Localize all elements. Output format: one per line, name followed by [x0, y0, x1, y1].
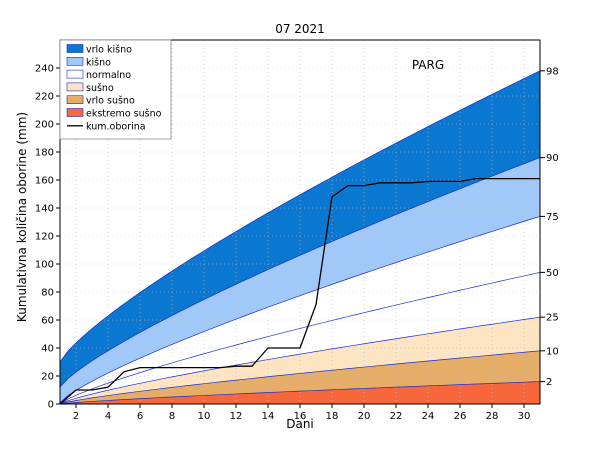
y-axis-title: Kumulativna količina oborine (mm) [15, 112, 29, 322]
percentile-line-2 [59, 381, 541, 405]
legend-label: normalno [86, 70, 131, 81]
x-tick-label: 24 [422, 411, 435, 422]
percentile-label-90: 90 [546, 153, 559, 164]
y-tick-label: 20 [41, 372, 54, 383]
y-tick-label: 140 [35, 204, 54, 215]
y-tick-label: 40 [41, 344, 54, 355]
x-tick-label: 6 [137, 411, 143, 422]
x-tick-label: 30 [518, 411, 531, 422]
percentile-label-50: 50 [546, 268, 559, 279]
y-tick-label: 240 [35, 64, 54, 75]
x-tick-label: 8 [169, 411, 175, 422]
legend-swatch [66, 69, 84, 79]
percentile-label-98: 98 [546, 66, 559, 77]
y-tick-label: 80 [41, 288, 54, 299]
y-tick-label: 100 [35, 260, 54, 271]
band-normalno [60, 216, 540, 404]
percentile-line-50 [59, 272, 541, 405]
percentile-line-98 [59, 70, 541, 363]
x-tick-label: 2 [73, 411, 79, 422]
percentile-line-90 [59, 157, 541, 388]
percentile-label-75: 75 [546, 212, 559, 223]
band-vrlo-kišno [60, 70, 540, 388]
x-tick-label: 16 [294, 411, 307, 422]
series-line-kum-oborina [59, 177, 540, 405]
legend-label: sušno [86, 83, 114, 94]
legend-label: kišno [86, 57, 111, 68]
y-tick-label: 120 [35, 232, 54, 243]
x-tick-label: 26 [454, 411, 467, 422]
x-tick-label: 14 [262, 411, 275, 422]
x-tick-label: 28 [486, 411, 499, 422]
percentile-label-10: 10 [546, 346, 559, 357]
x-axis-title: Dani [286, 417, 314, 431]
percentile-line-75 [59, 216, 541, 403]
percentile-line-25 [59, 316, 541, 405]
y-tick-label: 0 [48, 400, 54, 411]
band-vrlo-sušno [60, 350, 540, 404]
y-tick-label: 220 [35, 92, 54, 103]
y-tick-label: 160 [35, 176, 54, 187]
legend-swatch [66, 108, 84, 117]
y-tick-label: 180 [35, 148, 54, 159]
legend-swatch [66, 82, 84, 92]
x-tick-label: 12 [230, 411, 243, 422]
y-tick-label: 60 [41, 316, 54, 327]
legend-swatch [66, 44, 84, 53]
legend-label: vrlo kišno [86, 45, 132, 56]
percentile-line-10 [59, 350, 541, 405]
legend-swatch [66, 95, 84, 104]
x-tick-label: 22 [390, 411, 403, 422]
x-tick-label: 4 [105, 411, 111, 422]
percentile-label-2: 2 [546, 377, 552, 388]
y-tick-label: 200 [35, 120, 54, 131]
chart-title: 07 2021 [275, 22, 325, 36]
legend-label: kum.oborina [86, 121, 146, 132]
x-tick-label: 20 [358, 411, 371, 422]
percentile-label-25: 25 [546, 313, 559, 324]
legend-label: vrlo sušno [86, 96, 135, 107]
legend-swatch [66, 56, 84, 66]
legend-label: ekstremo sušno [86, 109, 162, 120]
x-tick-label: 18 [326, 411, 339, 422]
x-tick-label: 10 [198, 411, 211, 422]
plot-area [59, 40, 541, 405]
